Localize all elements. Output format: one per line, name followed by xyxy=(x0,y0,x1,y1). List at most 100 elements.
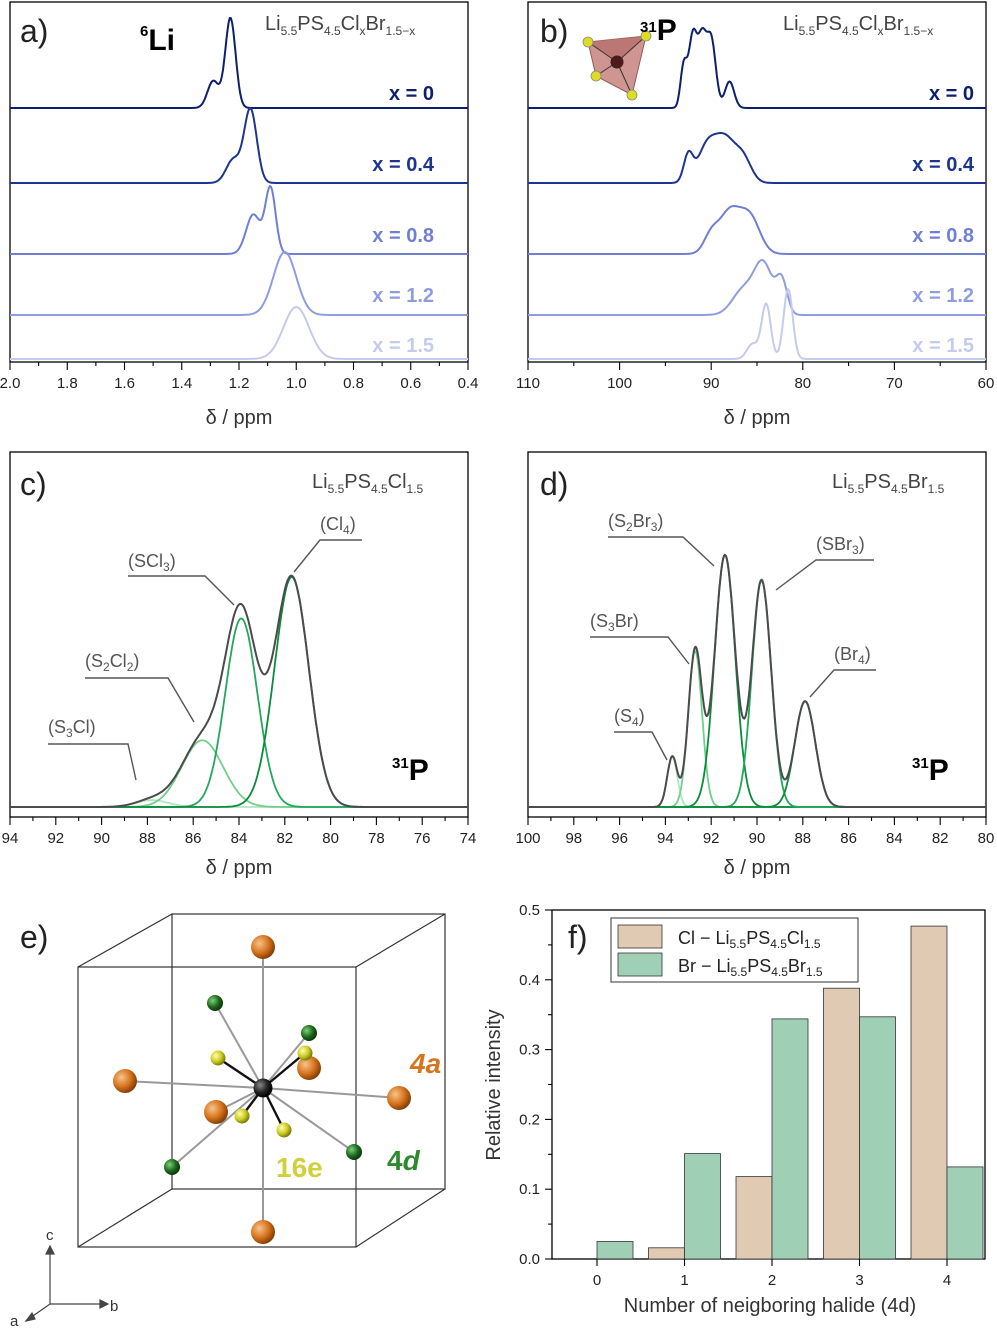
pb-traces-tick-label: 70 xyxy=(886,375,903,392)
panel-c-xlabel: δ / ppm xyxy=(206,857,273,879)
atom-4d xyxy=(301,1025,317,1041)
arrow-sbr3 xyxy=(775,559,874,591)
pd-traces-tick-label: 90 xyxy=(749,830,766,847)
axis-b-label: b xyxy=(110,1298,118,1315)
pd-traces-tick-label: 92 xyxy=(703,830,720,847)
x-tick-label: 4 xyxy=(943,1272,951,1289)
bar-br xyxy=(596,1241,634,1260)
arrow-s2br3 xyxy=(608,536,715,567)
bar-br xyxy=(946,1166,984,1260)
pa-traces-tick-label: 0.4 xyxy=(458,375,479,392)
pa-traces-tick-label: 1.8 xyxy=(57,375,78,392)
axis-a-label: a xyxy=(10,1313,19,1328)
pd-traces-tick-label: 96 xyxy=(611,830,628,847)
atom-4d xyxy=(164,1159,180,1175)
pd-traces-tick-label: 84 xyxy=(886,830,903,847)
atom-4a xyxy=(387,1086,411,1110)
pc-traces-tick-label: 86 xyxy=(185,830,202,847)
arrow-br4 xyxy=(809,669,876,698)
pd-traces-tick-label: 88 xyxy=(794,830,811,847)
label-16e: 16e xyxy=(276,1152,323,1183)
pa-traces-tick-label: 1.2 xyxy=(229,375,250,392)
panel-b: b) 31P Li5.5PS4.5ClxBr1.5−x x = 0 x = 0.4… xyxy=(516,1,995,429)
spectrum-trace xyxy=(10,17,468,109)
y-tick-label: 0.0 xyxy=(519,1251,540,1268)
anno-sbr3: (SBr3) xyxy=(816,534,865,557)
legend-swatch-br xyxy=(617,952,663,977)
pc-traces-tick-label: 84 xyxy=(231,830,248,847)
bar-cl xyxy=(735,1176,773,1260)
pc-traces-tick-label: 80 xyxy=(322,830,339,847)
pd-traces-tick-label: 98 xyxy=(565,830,582,847)
spectrum-trace xyxy=(528,259,986,316)
panel-d-formula: Li5.5PS4.5Br1.5 xyxy=(832,471,945,496)
label-4a: 4a xyxy=(409,1048,441,1079)
spectrum-trace xyxy=(10,185,468,255)
y-tick-label: 0.2 xyxy=(519,1111,540,1128)
bar-cl xyxy=(910,925,948,1260)
panel-f-letter: f) xyxy=(568,919,588,955)
atom-16e xyxy=(210,1050,226,1066)
arrow-s2cl2 xyxy=(85,677,195,723)
pd-traces-tick-label: 100 xyxy=(515,830,540,847)
fit-component xyxy=(10,576,468,808)
pc-traces-tick-label: 90 xyxy=(93,830,110,847)
pa-traces-tick-label: 0.6 xyxy=(400,375,421,392)
pa-traces-tick-label: 1.0 xyxy=(286,375,307,392)
panel-f-xlabel: Number of neigboring halide (4d) xyxy=(624,1295,916,1317)
bar-br xyxy=(684,1153,721,1260)
atoms xyxy=(113,935,411,1244)
series-label: x = 1.5 xyxy=(372,335,434,357)
pa-traces-tick-label: 0.8 xyxy=(343,375,364,392)
anno-cl4: (Cl4) xyxy=(320,514,356,537)
atom-4a xyxy=(251,1220,275,1244)
panel-d-xlabel: δ / ppm xyxy=(724,857,791,879)
spectrum-trace xyxy=(10,251,468,316)
pb-traces-tick-label: 60 xyxy=(978,375,995,392)
fit-envelope xyxy=(527,553,987,808)
fit-component xyxy=(10,617,468,808)
pb-traces-tick-label: 100 xyxy=(607,375,632,392)
pd-traces-tick-label: 80 xyxy=(978,830,995,847)
panel-a: a) 6Li Li5.5PS4.5ClxBr1.5−x x = 0 x = 0.4… xyxy=(0,1,479,429)
panel-e: e) xyxy=(10,913,446,1328)
panel-d: d) Li5.5PS4.5Br1.5 31P 100 98 96 94 92 90 88 86… xyxy=(515,451,995,879)
fit-component xyxy=(10,799,468,808)
legend-label-br: Br − Li5.5PS4.5Br1.5 xyxy=(678,956,823,979)
y-tick-label: 0.4 xyxy=(519,972,540,989)
y-tick-label: 0.1 xyxy=(519,1181,540,1198)
panel-a-nucleus: 6Li xyxy=(140,23,175,57)
spectrum-trace xyxy=(528,288,986,360)
anno-s4: (S4) xyxy=(614,706,645,729)
series-label: x = 0.8 xyxy=(372,225,434,247)
ps4-tetrahedron-icon xyxy=(582,30,652,101)
pc-traces-tick-label: 74 xyxy=(460,830,477,847)
panel-e-letter: e) xyxy=(20,919,48,955)
pd-traces-tick-label: 94 xyxy=(657,830,674,847)
x-tick-label: 2 xyxy=(768,1272,776,1289)
atom-4a xyxy=(297,1056,321,1080)
atom-4a xyxy=(251,935,275,959)
unit-cell-box xyxy=(77,913,446,1248)
panel-b-xlabel: δ / ppm xyxy=(724,407,791,429)
series-label: x = 0.4 xyxy=(372,154,435,176)
anno-s3cl: (S3Cl) xyxy=(48,717,96,740)
pc-traces-tick-label: 88 xyxy=(139,830,156,847)
panel-a-formula: Li5.5PS4.5ClxBr1.5−x xyxy=(265,13,415,38)
pa-traces-tick-label: 1.6 xyxy=(114,375,135,392)
panel-d-annotations: (S4) (S3Br) (S2Br3) (SBr3) (Br4) xyxy=(590,511,876,761)
pd-traces-tick-label: 82 xyxy=(932,830,949,847)
panel-c-formula: Li5.5PS4.5Cl1.5 xyxy=(312,471,424,496)
pc-traces-tick-label: 82 xyxy=(276,830,293,847)
panel-d-nucleus: 31P xyxy=(912,754,949,787)
bar-br xyxy=(859,1016,896,1260)
pa-traces-tick-label: 1.4 xyxy=(171,375,192,392)
panel-f-ylabel: Relative intensity xyxy=(483,1009,505,1160)
arrow-s4 xyxy=(614,731,668,761)
panel-c: c) Li5.5PS4.5Cl1.5 31P 94 92 90 88 86 84 82 80 7… xyxy=(2,451,477,879)
panel-f: f) 0 1 2 3 4 0.0 0.1 0.2 0.3 0.4 0.5 Relative inte… xyxy=(483,902,986,1317)
spectrum-trace xyxy=(528,132,986,184)
anno-br4: (Br4) xyxy=(834,644,871,667)
atom-4a xyxy=(204,1100,228,1124)
